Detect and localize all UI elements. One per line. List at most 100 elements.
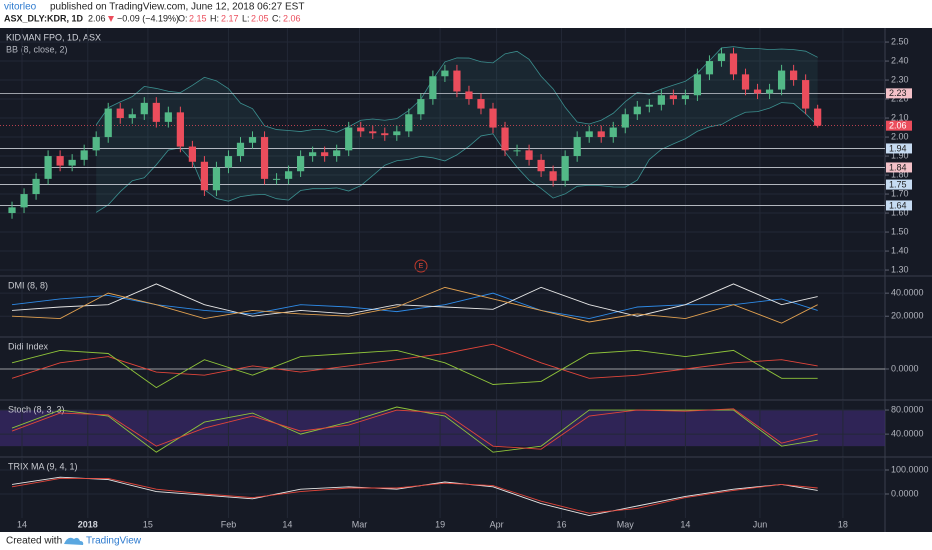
candle-body <box>248 137 257 143</box>
candle-body <box>657 95 665 105</box>
candle-body <box>717 53 726 62</box>
x-tick-label: 14 <box>282 519 292 529</box>
x-tick-label: 15 <box>143 519 153 529</box>
x-tick-label: Apr <box>490 519 504 529</box>
level-label: 1.75 <box>889 179 907 189</box>
candle-body <box>128 114 136 119</box>
candle-body <box>80 150 88 160</box>
candle-body <box>44 156 52 179</box>
candle-body <box>297 156 305 172</box>
candle-body <box>393 131 401 136</box>
x-tick-label: Jun <box>753 519 768 529</box>
y-tick-label: 2.40 <box>891 55 909 65</box>
candle-body <box>621 114 629 128</box>
candle-body <box>152 102 160 122</box>
candle-body <box>333 150 341 157</box>
candle-body <box>68 159 76 166</box>
level-badge <box>886 200 912 211</box>
candle-body <box>681 95 690 100</box>
y-tick-label: 2.30 <box>891 74 909 84</box>
candle-body <box>669 95 677 100</box>
candle-body <box>357 127 365 132</box>
y-tick-label: 2.00 <box>891 131 909 141</box>
candle-body <box>453 70 461 92</box>
candle-body <box>561 156 569 181</box>
candle-body <box>56 156 64 166</box>
candle-body <box>8 207 16 214</box>
candle-body <box>212 167 221 191</box>
x-tick-label: May <box>617 519 635 529</box>
candle-body <box>417 99 425 115</box>
candle-body <box>188 146 196 162</box>
candle-body <box>20 194 28 208</box>
y-tick-label: 2.20 <box>891 93 909 103</box>
author[interactable]: vitorleo <box>4 2 37 13</box>
pane-title: TRIX MA (9, 4, 1) <box>8 461 78 471</box>
indicator-label: BB (8, close, 2) <box>6 44 68 54</box>
level-label: 1.94 <box>889 143 907 153</box>
pane-title: DMI (8, 8) <box>8 280 48 290</box>
candle-body <box>104 108 112 138</box>
candle-body <box>309 152 317 157</box>
level-label: 2.06 <box>889 121 907 131</box>
y-tick-label: 2.10 <box>891 112 909 122</box>
candle-body <box>321 152 329 157</box>
candle-body <box>814 108 822 126</box>
y-tick-label: 20.0000 <box>891 311 924 321</box>
level-badge <box>886 88 912 99</box>
y-tick-label: 40.0000 <box>891 428 924 438</box>
candle-body <box>92 137 100 151</box>
pane-title: Stoch (8, 3, 3) <box>8 404 65 414</box>
y-tick-label: 1.50 <box>891 226 909 236</box>
candle-body <box>777 70 786 90</box>
bollinger-lower <box>95 102 818 213</box>
footer-brand[interactable]: TradingView <box>86 536 142 547</box>
candle-body <box>537 159 545 172</box>
candle-body <box>477 99 485 109</box>
indicator-line <box>11 408 818 450</box>
open-value: 2.15 <box>189 13 207 23</box>
x-tick-label: 16 <box>557 519 567 529</box>
candle-body <box>369 131 377 134</box>
candle-body <box>501 127 509 151</box>
candle-body <box>693 74 702 96</box>
footer-created: Created with <box>6 536 62 547</box>
candle-body <box>802 80 810 109</box>
candle-body <box>260 137 269 179</box>
y-tick-label: 0.0000 <box>891 488 919 498</box>
level-badge <box>886 143 912 154</box>
y-tick-label: 1.70 <box>891 188 909 198</box>
candle-body <box>741 74 750 90</box>
x-tick-label: Feb <box>221 519 237 529</box>
chart-layer: 1.30 1.40 1.50 1.60 1.70 1.80 1.90 2.00 2.10 2.20… <box>0 28 932 532</box>
event-marker-label: E <box>419 263 424 270</box>
indicator-line <box>12 286 818 324</box>
candle-body <box>272 178 281 180</box>
event-marker[interactable] <box>414 259 428 273</box>
x-tick-label: Mar <box>352 519 368 529</box>
candle-body <box>585 131 593 138</box>
candle-body <box>609 127 617 138</box>
candle-body <box>140 102 148 115</box>
candle-body <box>765 89 774 94</box>
x-tick-label: 14 <box>680 519 690 529</box>
level-badge <box>886 162 912 173</box>
pane-title: Didi Index <box>8 341 49 351</box>
bollinger-fill <box>96 46 818 213</box>
y-tick-label: 1.40 <box>891 245 909 255</box>
y-tick-label: 2.50 <box>891 36 909 46</box>
indicator-line <box>11 283 818 317</box>
candle-body <box>116 108 124 119</box>
candle-body <box>176 112 184 147</box>
level-badge <box>886 179 912 190</box>
candle-body <box>597 131 605 138</box>
x-tick-label: 2018 <box>78 519 98 529</box>
candle-body <box>489 108 497 128</box>
y-tick-label: 1.90 <box>891 150 909 160</box>
candle-body <box>465 91 473 100</box>
y-tick-label: 1.60 <box>891 207 909 217</box>
candle-body <box>284 171 293 179</box>
indicator-line <box>11 349 818 389</box>
y-tick-label: 1.80 <box>891 169 909 179</box>
